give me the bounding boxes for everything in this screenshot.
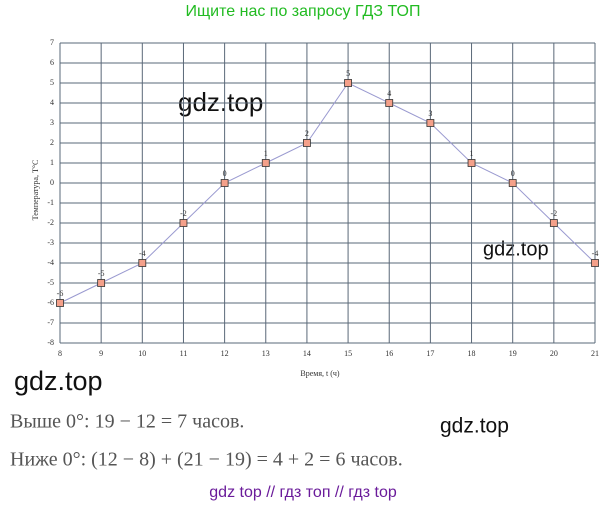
- x-tick-label: 12: [221, 349, 229, 358]
- watermark: gdz.top: [483, 238, 549, 260]
- data-label: 0: [511, 169, 515, 178]
- y-tick-label: -1: [47, 198, 54, 207]
- marker: [138, 259, 147, 267]
- data-label: 0: [223, 169, 227, 178]
- x-tick-label: 11: [180, 349, 188, 358]
- line: [59, 82, 596, 304]
- marker: [426, 119, 435, 127]
- y-tick-label: 7: [50, 38, 54, 47]
- y-tick-label: -3: [47, 238, 54, 247]
- x-tick-label: 20: [550, 349, 558, 358]
- x-tick-label: 18: [468, 349, 476, 358]
- x-tick-label: 21: [591, 349, 599, 358]
- marker: [179, 219, 188, 227]
- data-label: 2: [305, 129, 309, 138]
- y-tick-label: 4: [50, 98, 54, 107]
- footer: gdz top // гдз топ // гдз top: [209, 484, 397, 501]
- watermark: gdz.top: [440, 415, 509, 438]
- watermark: gdz.top: [14, 366, 103, 396]
- y-tick-label: -2: [47, 218, 54, 227]
- data-label: -2: [180, 209, 187, 218]
- data-label: 1: [470, 149, 474, 158]
- x-tick-label: 16: [385, 349, 393, 358]
- marker: [56, 299, 64, 307]
- solution-line: Ниже 0°: (12 − 8) + (21 − 19) = 4 + 2 = …: [10, 449, 403, 471]
- y-axis-label: Температура, T°C: [31, 160, 40, 221]
- y-tick-label: 5: [50, 78, 54, 87]
- x-tick-label: 13: [262, 349, 270, 358]
- x-tick-label: 14: [303, 349, 311, 358]
- data-label: -4: [139, 249, 146, 258]
- marker: [591, 259, 599, 267]
- y-tick-label: -4: [47, 258, 54, 267]
- data-label: -5: [98, 269, 105, 278]
- y-tick-label: -7: [47, 318, 54, 327]
- data-label: -6: [57, 289, 64, 298]
- y-tick-label: -6: [47, 298, 54, 307]
- marker: [97, 279, 106, 287]
- watermark: gdz.top: [178, 87, 263, 117]
- x-tick-label: 17: [426, 349, 434, 358]
- marker: [261, 159, 270, 167]
- data-label: -4: [592, 249, 599, 258]
- x-axis-label: Время, t (ч): [300, 369, 340, 378]
- data-label: 3: [428, 109, 432, 118]
- y-tick-label: 6: [50, 58, 54, 67]
- marker: [467, 159, 476, 167]
- marker: [220, 179, 229, 187]
- x-tick-label: 8: [58, 349, 62, 358]
- marker: [385, 99, 394, 107]
- marker: [549, 219, 558, 227]
- x-tick-label: 10: [138, 349, 146, 358]
- marker: [344, 79, 352, 87]
- data-label: 1: [264, 149, 268, 158]
- solution-line: Выше 0°: 19 − 12 = 7 часов.: [10, 411, 244, 433]
- y-tick-label: 2: [50, 138, 54, 147]
- x-tick-label: 19: [509, 349, 517, 358]
- marker: [508, 179, 517, 187]
- y-tick-label: 0: [50, 178, 54, 187]
- data-label: 4: [387, 89, 391, 98]
- y-tick-label: -5: [47, 278, 54, 287]
- header: Ищите нас по запросу ГДЗ ТОП: [186, 3, 421, 20]
- data-label: -2: [551, 209, 558, 218]
- y-tick-label: 1: [50, 158, 54, 167]
- x-tick-label: 9: [99, 349, 103, 358]
- x-tick-label: 15: [344, 349, 352, 358]
- marker: [303, 139, 311, 147]
- y-tick-label: 3: [50, 118, 54, 127]
- y-tick-label: -8: [47, 338, 54, 347]
- data-label: 5: [346, 69, 350, 78]
